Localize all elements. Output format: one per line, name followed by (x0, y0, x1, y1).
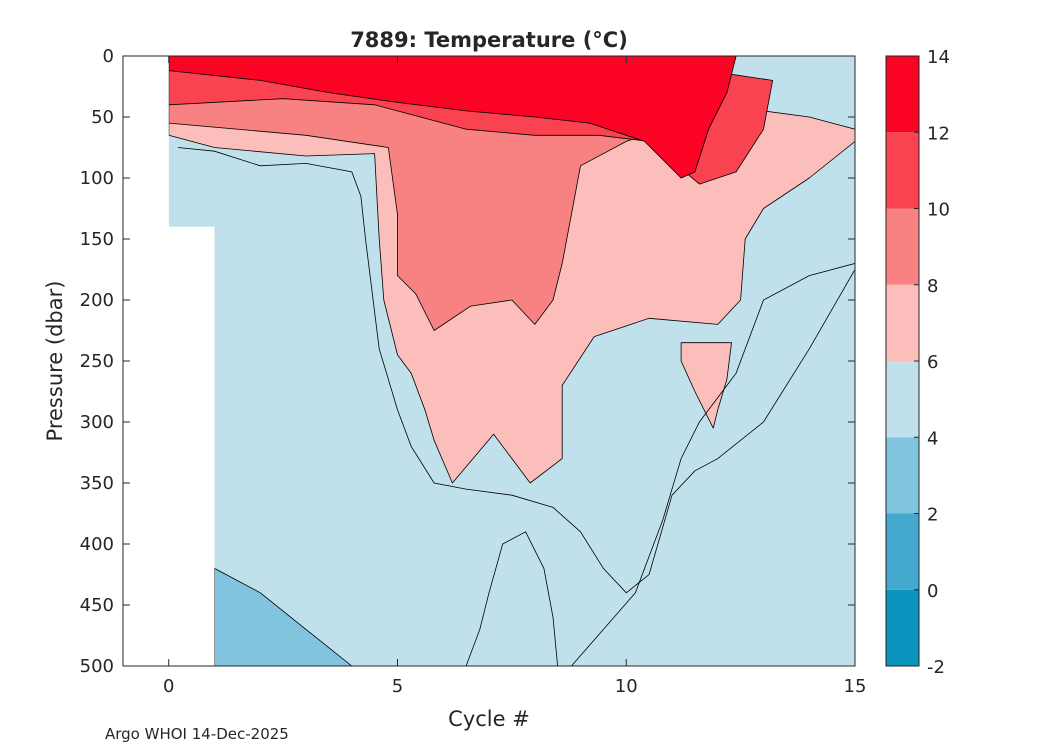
x-tick-label: 15 (844, 676, 867, 697)
x-axis-label: Cycle # (448, 707, 530, 731)
colorbar-level (886, 208, 919, 285)
contour-isotherm-5c-deep (465, 531, 558, 666)
colorbar-level (886, 437, 919, 514)
colorbar-level (886, 361, 919, 438)
colorbar-level (886, 589, 919, 666)
y-tick-label: 50 (91, 107, 114, 128)
colorbar-tick-label: 14 (927, 47, 950, 68)
footer-credit: Argo WHOI 14-Dec-2025 (105, 725, 289, 743)
colorbar-tick-label: 4 (927, 428, 938, 449)
colorbar-tick-label: 10 (927, 200, 950, 221)
y-tick-label: 400 (80, 534, 114, 555)
x-tick-label: 5 (392, 676, 403, 697)
y-tick-label: 350 (80, 473, 114, 494)
contour-isotherm-5c-mid (571, 263, 855, 666)
y-tick-label: 300 (80, 412, 114, 433)
x-axis: 0 5 10 15 (163, 56, 866, 697)
x-tick-label: 10 (615, 676, 638, 697)
colorbar-tick-label: -2 (927, 657, 945, 678)
colorbar: -2 0 2 4 6 8 10 12 14 (885, 47, 950, 678)
colorbar-tick-label: 0 (927, 581, 938, 602)
colorbar-tick-label: 6 (927, 352, 938, 373)
colorbar-level (886, 56, 919, 133)
y-axis-label: Pressure (dbar) (43, 281, 67, 442)
y-tick-label: 150 (80, 229, 114, 250)
contour-layer (123, 56, 855, 666)
y-tick-label: 450 (80, 595, 114, 616)
colorbar-tick-label: 2 (927, 505, 938, 526)
chart-title: 7889: Temperature (°C) (350, 28, 628, 52)
colorbar-level (886, 513, 919, 590)
region-6-8c-lens (680, 342, 732, 429)
y-tick-label: 0 (103, 46, 114, 67)
colorbar-tick-label: 8 (927, 276, 938, 297)
y-tick-label: 200 (80, 290, 114, 311)
y-tick-label: 500 (80, 656, 114, 677)
colorbar-level (886, 284, 919, 361)
mask-no-data (123, 56, 215, 666)
region-12-14c-layer (168, 56, 737, 179)
contour-isotherm-4c-upper (177, 147, 855, 594)
colorbar-tick-label: 12 (927, 123, 950, 144)
y-tick-label: 100 (80, 168, 114, 189)
colorbar-level (886, 132, 919, 209)
x-tick-label: 0 (163, 676, 174, 697)
y-axis: 0 50 100 150 200 250 300 350 400 450 500 (80, 46, 855, 677)
y-tick-label: 250 (80, 351, 114, 372)
